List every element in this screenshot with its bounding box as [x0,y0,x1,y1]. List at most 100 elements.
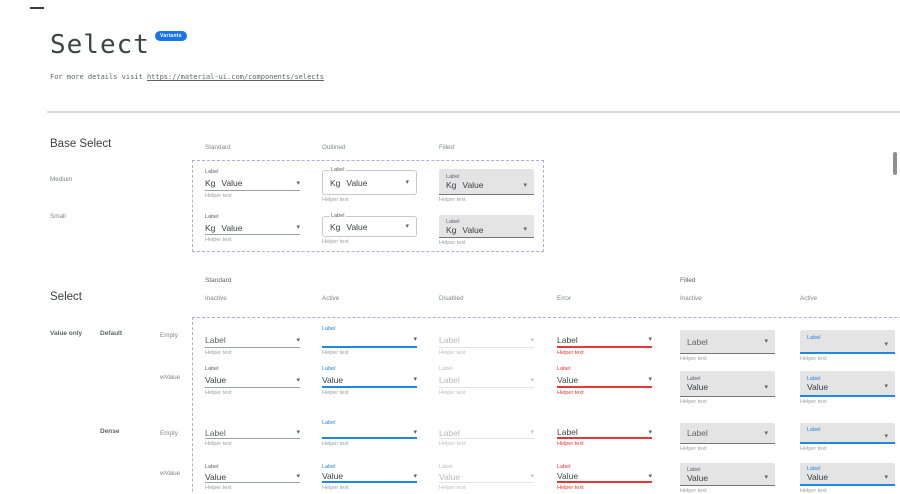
select-trigger[interactable]: Value ▾ [205,373,300,388]
value-text: Value [462,180,484,190]
select-label: Label [687,466,701,473]
select-value: Value [439,471,461,482]
base-select-outlined-medium: Label Kg Value ▾ Helper text [322,167,417,203]
select-label: Label [807,466,821,472]
select-value: Value [687,382,709,392]
row-label-dense: Dense [100,428,120,435]
dropdown-arrow-icon: ▾ [405,179,409,186]
select-standard-error-empty: Label ▾ Helper text [557,325,652,356]
row-label-value-only: Value only [50,330,83,337]
select-trigger[interactable]: Value ▾ [439,471,534,483]
select-trigger[interactable]: Value ▾ [322,373,417,388]
select-trigger[interactable]: Label Value ▾ [800,463,895,486]
helper-text: Helper text [205,237,232,243]
select-trigger[interactable]: Value ▾ [205,471,300,483]
select-trigger[interactable]: Value ▾ [557,471,652,483]
section-divider [47,111,900,113]
adornment: Kg [205,222,216,233]
select-value-row: Kg Value ▾ [330,222,409,232]
select-trigger[interactable]: Label Kg Value ▾ [439,215,534,238]
select-trigger[interactable]: Label ▾ [800,423,895,444]
select-dense-disabled-empty: Label ▾ Helper text [439,419,534,447]
top-left-dash [30,7,44,9]
select-label: Label [322,464,336,470]
select-trigger[interactable]: Label ▾ [439,373,534,388]
select-label: Label [557,366,571,372]
select-trigger[interactable]: Label ▾ [680,330,775,354]
select-heading: Select [50,291,82,303]
helper-text: Helper text [557,441,584,447]
select-filled-active-wvalue: Label Value ▾ Helper text [800,371,895,405]
helper-text: Helper text [800,399,827,405]
select-trigger[interactable]: Kg Value ▾ [205,221,300,235]
select-trigger[interactable]: Label ▾ [800,330,895,354]
dropdown-arrow-icon: ▾ [523,226,527,233]
base-select-standard-medium: Label Kg Value ▾ Helper text [205,168,300,199]
select-label: Label [439,366,453,372]
dropdown-arrow-icon: ▾ [764,474,768,481]
select-standard-error-wvalue: Label Value ▾ Helper text [557,365,652,396]
select-trigger[interactable]: Label ▾ [205,333,300,348]
column-header-filled: Filled [439,144,455,151]
select-trigger[interactable]: Label Value ▾ [800,371,895,397]
select-trigger[interactable]: Label Value ▾ [680,463,775,486]
docs-link[interactable]: https://material-ui.com/components/selec… [146,73,324,81]
helper-text: Helper text [439,240,466,246]
select-trigger[interactable]: Label Value ▾ [680,371,775,397]
select-trigger[interactable]: Label ▾ [680,423,775,444]
helper-text: Helper text [205,485,232,491]
helper-text: Helper text [205,193,232,199]
select-trigger[interactable]: Label Kg Value ▾ [322,213,417,237]
adornment: Kg [330,177,341,188]
select-trigger[interactable]: Label Kg Value ▾ [439,169,534,195]
select-trigger[interactable]: ▾ [322,333,417,348]
dropdown-arrow-icon: ▾ [648,472,652,480]
select-label-spacer [557,325,652,333]
select-trigger[interactable]: Label ▾ [557,333,652,348]
select-value-row: Kg Value ▾ [446,180,527,190]
variants-badge: Variants [155,31,187,41]
dropdown-arrow-icon: ▾ [413,472,417,480]
row-label-small: Small [50,213,66,220]
select-trigger[interactable]: Value ▾ [322,471,417,483]
select-standard-active-wvalue: Label Value ▾ Helper text [322,365,417,396]
dropdown-arrow-icon: ▾ [296,473,300,480]
dropdown-arrow-icon: ▾ [764,383,768,391]
page-title: Select [50,30,150,60]
helper-text: Helper text [439,350,466,356]
adornment: Kg [446,180,457,190]
value-text: Value [346,177,368,188]
select-trigger[interactable]: Value ▾ [557,373,652,388]
helper-text: Helper text [680,446,707,452]
select-value: Kg Value [446,225,484,235]
select-filled-active-empty: Label ▾ Helper text [800,330,895,362]
dropdown-arrow-icon: ▾ [530,376,534,384]
select-trigger[interactable]: Label ▾ [439,333,534,348]
select-standard-inactive-wvalue: Label Value ▾ Helper text [205,365,300,396]
select-standard-active-empty: Label ▾ Helper text [322,325,417,356]
select-value-row: Value ▾ [687,382,768,392]
select-trigger[interactable]: Label ▾ [557,427,652,439]
helper-text: Helper text [322,239,349,245]
select-trigger[interactable]: Label Kg Value ▾ [322,167,417,195]
select-placeholder: Label [205,427,226,438]
dropdown-arrow-icon: ▾ [764,338,768,345]
select-trigger[interactable]: Label ▾ [205,427,300,439]
value-text: Value [221,178,243,188]
column-header-standard: Standard [205,144,231,151]
select-placeholder: Label [687,336,708,347]
dropdown-arrow-icon: ▾ [884,473,888,481]
state-header-filled-inactive: Inactive [680,295,702,302]
dropdown-arrow-icon: ▾ [648,336,652,343]
select-value: Value [807,381,829,392]
value-text: Value [221,222,243,233]
scrollbar-thumb[interactable] [893,152,897,175]
select-value: Value [205,375,227,385]
select-filled-inactive-wvalue: Label Value ▾ Helper text [680,371,775,405]
helper-text: Helper text [680,488,707,494]
select-trigger[interactable]: Label ▾ [439,427,534,439]
select-standard-disabled-empty: Label ▾ Helper text [439,325,534,356]
select-trigger[interactable]: Kg Value ▾ [205,176,300,191]
select-trigger[interactable]: ▾ [322,427,417,439]
